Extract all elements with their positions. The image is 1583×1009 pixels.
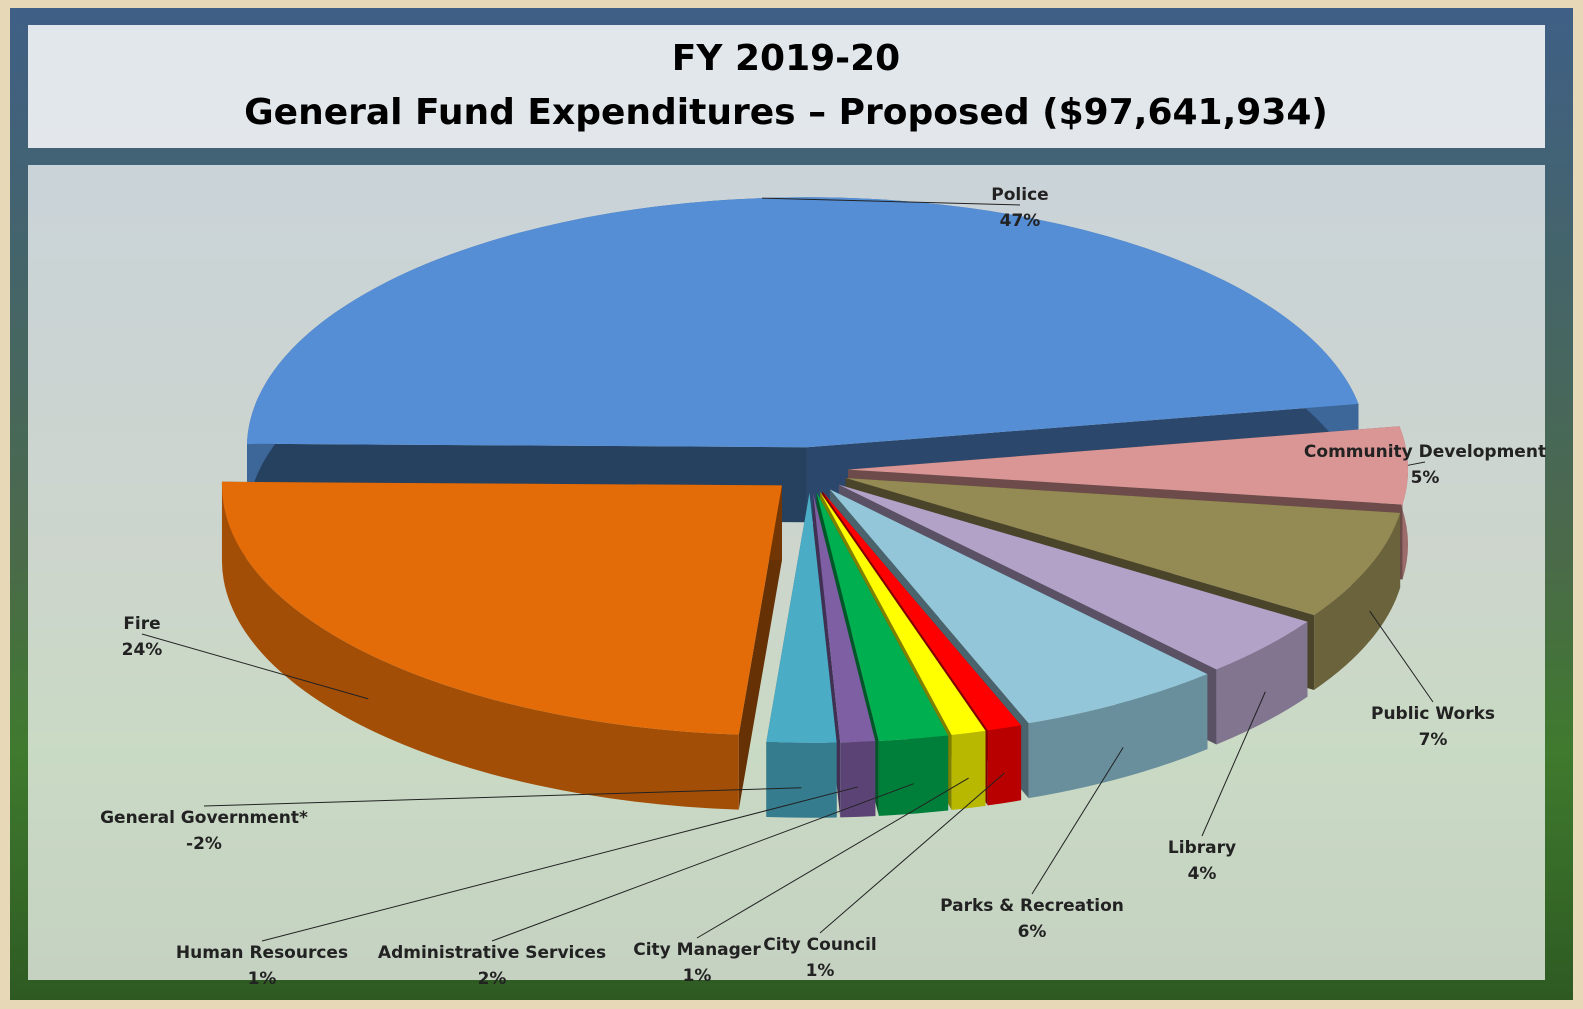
slice-top xyxy=(822,491,1022,731)
slice-value-label: 1% xyxy=(683,966,712,986)
slice-side xyxy=(738,485,782,810)
slice-label: Human Resources xyxy=(176,943,348,963)
slice-label: City Council xyxy=(763,935,877,955)
pie-slice xyxy=(766,492,837,818)
chart-title: FY 2019-20 xyxy=(672,38,900,79)
leader-line xyxy=(1201,691,1266,837)
slice-value-label: 4% xyxy=(1188,864,1217,884)
pie-slice xyxy=(221,481,782,810)
slice-value-label: 2% xyxy=(478,969,507,989)
leader-line xyxy=(1407,461,1426,466)
leader-line xyxy=(1369,610,1434,703)
slice-label: Parks & Recreation xyxy=(940,896,1124,916)
slice-side xyxy=(221,481,739,810)
slice-label: Public Works xyxy=(1371,704,1495,724)
slice-side xyxy=(766,742,837,818)
slice-value-label: 47% xyxy=(1000,211,1041,231)
slice-top xyxy=(766,492,837,743)
title-panel xyxy=(28,25,1545,148)
slice-side xyxy=(1028,674,1208,799)
slice-top xyxy=(820,491,986,735)
leader-line xyxy=(762,197,1021,206)
leader-line xyxy=(141,633,369,700)
slice-top xyxy=(845,478,1401,615)
slice-value-label: 24% xyxy=(122,640,163,660)
slice-top xyxy=(829,489,1208,724)
slice-side xyxy=(951,730,986,810)
slice-side xyxy=(878,735,949,816)
slice-side xyxy=(1216,621,1308,745)
leader-line xyxy=(819,772,1005,934)
slice-label: Community Development xyxy=(1304,442,1546,462)
slice-label: Police xyxy=(991,185,1048,205)
slice-label: General Government* xyxy=(100,808,308,828)
slice-label: City Manager xyxy=(633,940,761,960)
leader-line xyxy=(696,777,969,939)
leader-line xyxy=(491,783,914,942)
slice-value-label: 7% xyxy=(1419,730,1448,750)
slice-value-label: 1% xyxy=(248,969,277,989)
slice-value-label: 1% xyxy=(806,961,835,981)
slice-label: Fire xyxy=(123,614,160,634)
slice-label: Library xyxy=(1168,838,1236,858)
slice-top xyxy=(813,492,876,743)
slice-top xyxy=(847,426,1408,505)
chart-subtitle: General Fund Expenditures – Proposed ($9… xyxy=(244,92,1328,133)
slice-top xyxy=(816,492,949,741)
slice-top xyxy=(221,481,782,735)
slice-side xyxy=(1314,512,1401,690)
slice-value-label: -2% xyxy=(186,834,222,854)
leader-line xyxy=(203,787,802,807)
leader-line xyxy=(1031,747,1124,895)
leader-line xyxy=(261,786,858,942)
slice-side xyxy=(840,741,876,818)
slice-value-label: 6% xyxy=(1018,922,1047,942)
slice-label: Administrative Services xyxy=(378,943,606,963)
slice-side xyxy=(987,725,1022,806)
slice-value-label: 5% xyxy=(1411,468,1440,488)
slice-top xyxy=(838,484,1308,670)
slice-top xyxy=(247,197,1359,448)
